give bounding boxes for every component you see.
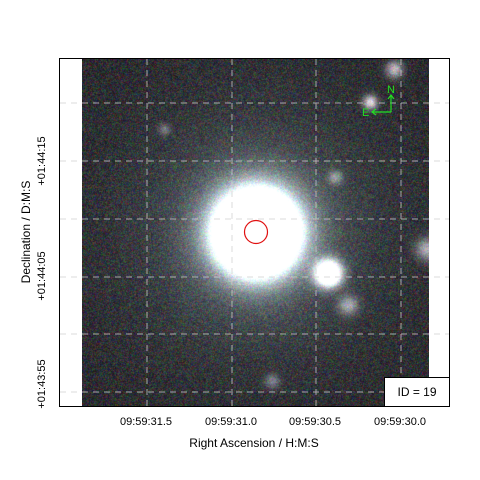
compass-rose: N E — [362, 84, 395, 119]
target-marker-circle — [243, 219, 269, 245]
sky-image — [82, 59, 429, 406]
y-tick-label: +01:44:15 — [36, 136, 48, 186]
compass-north-label: N — [387, 84, 395, 96]
x-tick-label: 09:59:31.0 — [205, 416, 257, 428]
x-tick-label: 09:59:31.5 — [120, 416, 172, 428]
image-overlay: N E — [60, 59, 449, 406]
y-tick-label: +01:43:55 — [36, 359, 48, 409]
sky-image-frame: N E — [59, 58, 450, 407]
compass-east-label: E — [362, 107, 369, 119]
y-axis-label: Declination / D:M:S — [19, 180, 33, 284]
compass-east-arrowhead — [371, 108, 377, 116]
x-tick-label: 09:59:30.0 — [374, 416, 426, 428]
x-tick-label: 09:59:30.5 — [289, 416, 341, 428]
y-tick-label: +01:44:05 — [36, 251, 48, 301]
id-label-box: ID = 19 — [384, 377, 450, 407]
coordinate-grid — [60, 59, 449, 406]
x-axis-label: Right Ascension / H:M:S — [189, 436, 319, 450]
compass-north-arrowhead — [387, 94, 395, 100]
id-label: ID = 19 — [397, 385, 437, 399]
